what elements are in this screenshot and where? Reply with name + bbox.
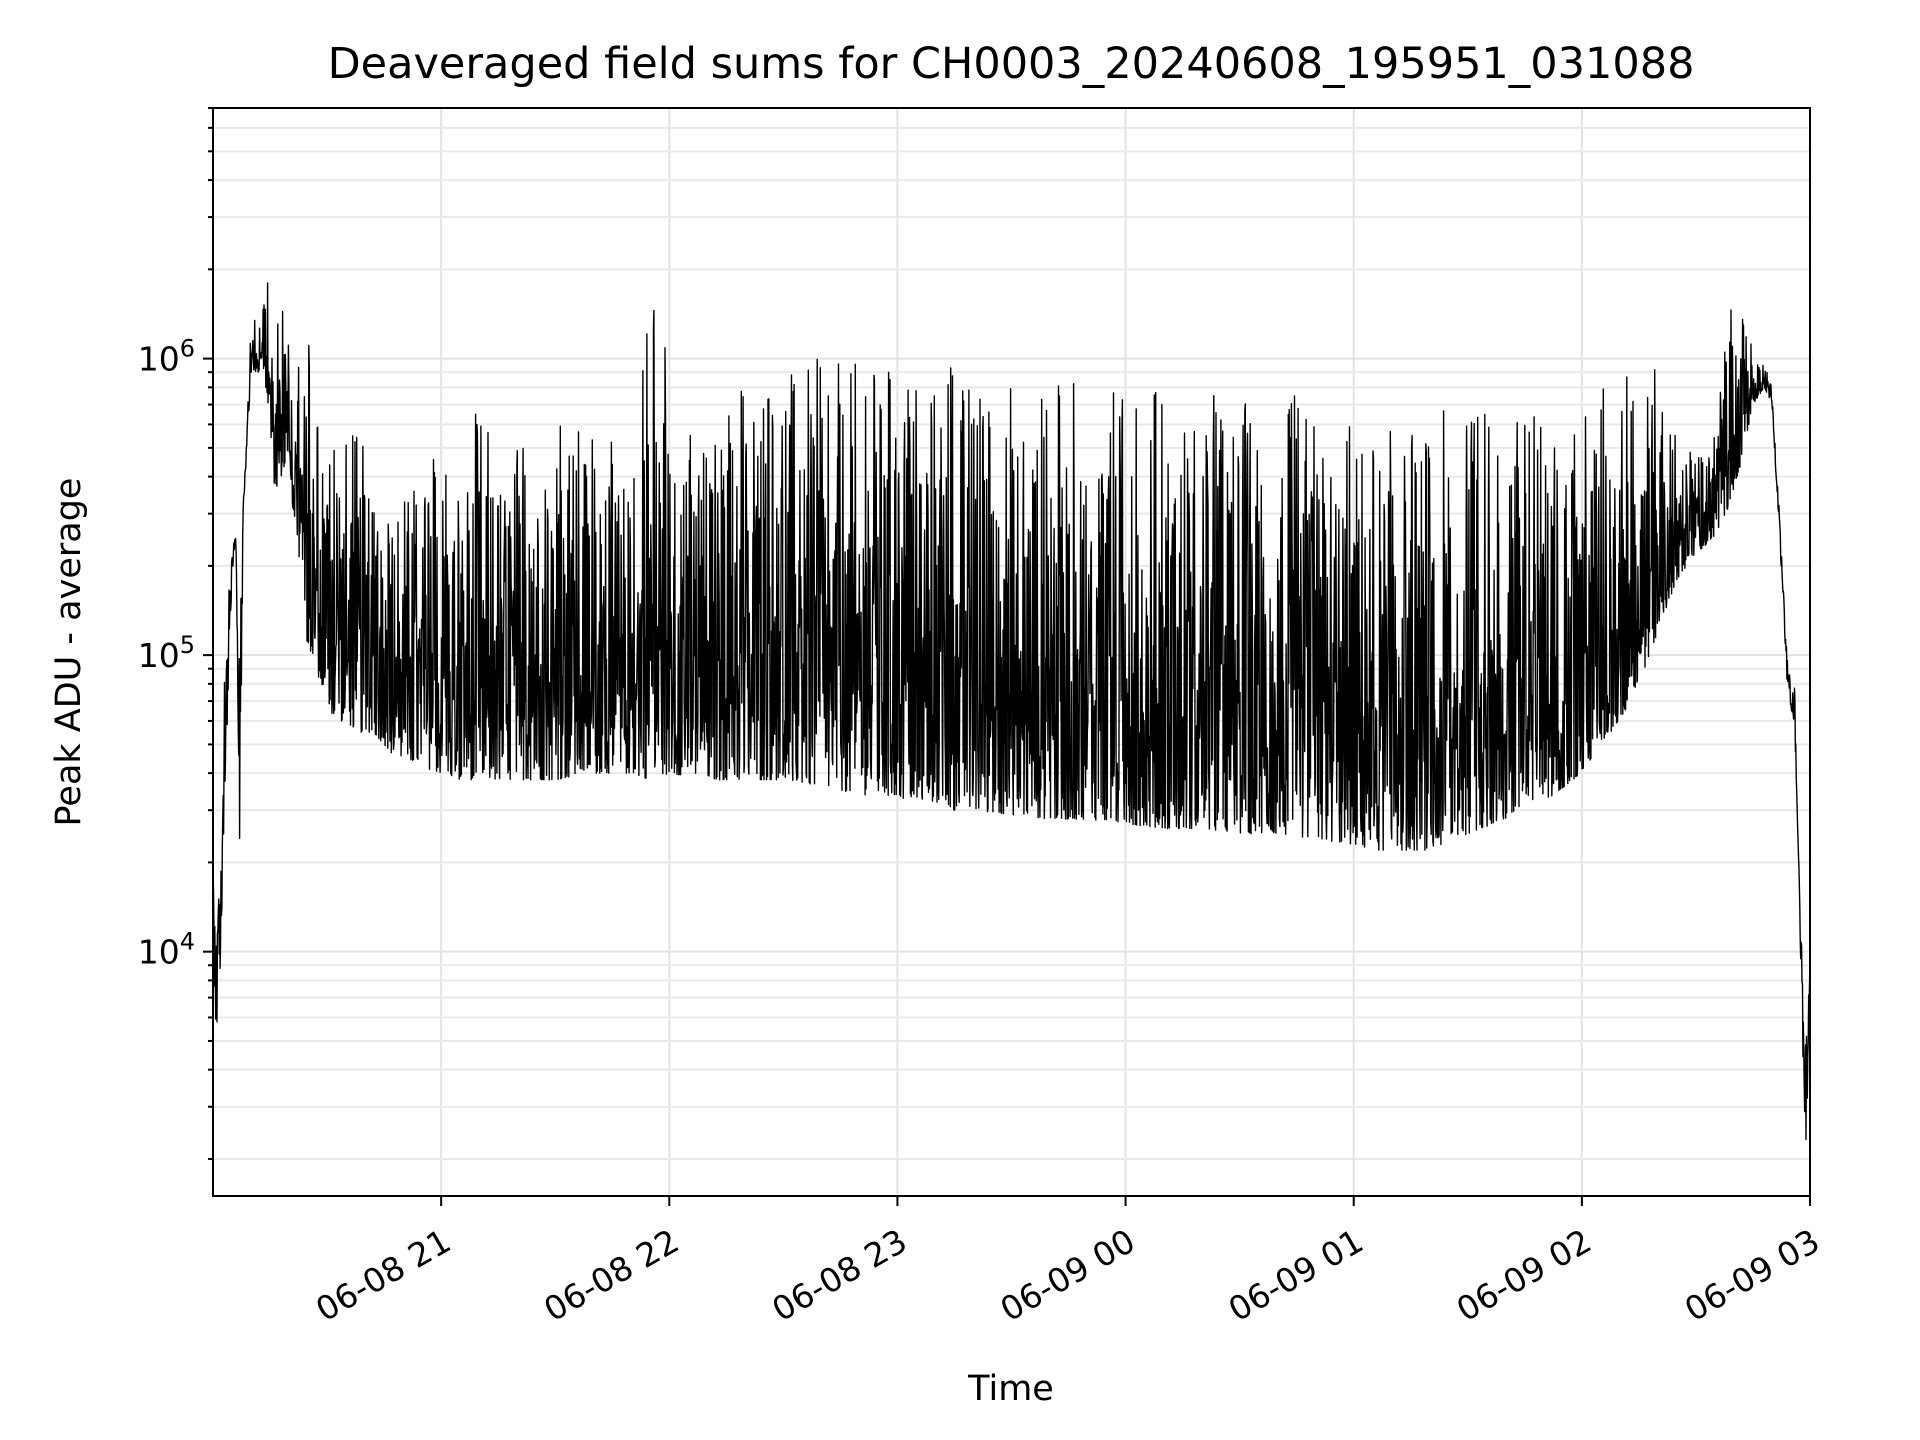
chart-title: Deaveraged field sums for CH0003_2024060… <box>328 39 1695 89</box>
y-tick-label: 106 <box>138 335 195 379</box>
x-tick-label: 06-09 02 <box>1450 1221 1598 1329</box>
x-tick-label: 06-08 23 <box>765 1221 913 1329</box>
x-axis-label: Time <box>967 1369 1054 1409</box>
x-tick-label: 06-09 01 <box>1222 1221 1370 1329</box>
x-tick-label: 06-08 21 <box>309 1221 457 1329</box>
x-tick-label: 06-08 22 <box>537 1221 685 1329</box>
series-line <box>212 282 1811 1141</box>
y-axis-label: Peak ADU - average <box>49 478 89 827</box>
x-tick-label: 06-09 03 <box>1678 1221 1826 1329</box>
x-tick-label: 06-09 00 <box>994 1221 1142 1329</box>
series-layer <box>212 282 1811 1141</box>
y-tick-label: 105 <box>138 631 195 675</box>
y-tick-label: 104 <box>138 928 195 972</box>
plot-frame <box>212 107 1811 1197</box>
